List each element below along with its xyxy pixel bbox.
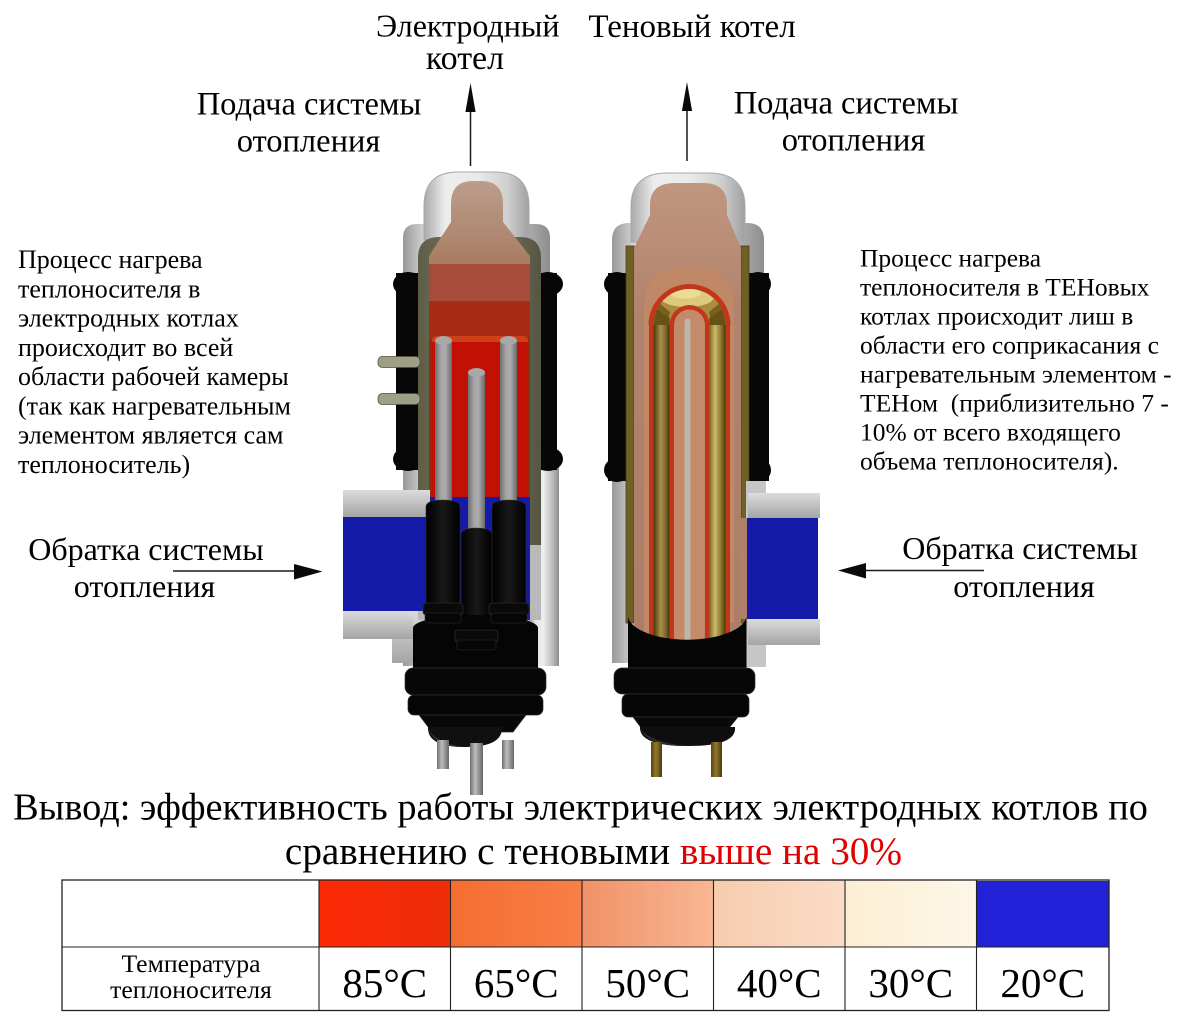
svg-text:40°C: 40°C <box>737 960 822 1006</box>
svg-text:отопления: отопления <box>74 568 216 604</box>
svg-text:теплоноситель): теплоноситель) <box>18 450 190 479</box>
svg-text:теплоносителя: теплоносителя <box>110 975 272 1004</box>
svg-text:85°C: 85°C <box>342 960 427 1006</box>
svg-text:области рабочей камеры: области рабочей камеры <box>18 362 289 391</box>
svg-text:отопления: отопления <box>782 123 926 159</box>
svg-text:элементом является сам: элементом является сам <box>18 421 283 450</box>
svg-text:Вывод: эффективность работы эл: Вывод: эффективность работы электрически… <box>13 787 1148 829</box>
svg-text:Обратка системы: Обратка системы <box>28 531 263 567</box>
svg-text:теплоносителя в ТЕНовых: теплоносителя в ТЕНовых <box>860 273 1150 302</box>
svg-text:Процесс нагрева: Процесс нагрева <box>860 244 1041 273</box>
svg-text:Подача системы: Подача системы <box>734 86 959 122</box>
svg-text:Обратка системы: Обратка системы <box>902 530 1137 566</box>
svg-text:отопления: отопления <box>953 568 1095 604</box>
svg-text:Процесс нагрева: Процесс нагрева <box>18 245 203 274</box>
svg-text:отопления: отопления <box>237 124 381 160</box>
svg-text:электродных котлах: электродных котлах <box>18 304 239 333</box>
svg-text:нагревательным элементом -: нагревательным элементом - <box>860 360 1172 389</box>
svg-text:котлах происходит лиш в: котлах происходит лиш в <box>860 302 1133 331</box>
svg-text:20°C: 20°C <box>1000 960 1085 1006</box>
svg-text:происходит во всей: происходит во всей <box>18 333 233 362</box>
svg-text:объема теплоносителя).: объема теплоносителя). <box>860 447 1119 476</box>
svg-text:Электродный: Электродный <box>376 8 559 44</box>
svg-text:области его соприкасания с: области его соприкасания с <box>860 331 1159 360</box>
svg-text:котел: котел <box>426 40 504 77</box>
svg-text:Температура: Температура <box>121 949 261 978</box>
svg-text:30°C: 30°C <box>868 960 953 1006</box>
svg-text:10% от всего входящего: 10% от всего входящего <box>860 418 1121 447</box>
svg-text:Подача системы: Подача системы <box>197 87 422 123</box>
svg-text:65°C: 65°C <box>474 960 559 1006</box>
svg-text:ТЕНом (приблизительно 7 -: ТЕНом (приблизительно 7 - <box>860 389 1169 418</box>
svg-text:(так как нагревательным: (так как нагревательным <box>18 391 291 420</box>
svg-text:50°C: 50°C <box>605 960 690 1006</box>
svg-text:сравнению с теновыми выше на 3: сравнению с теновыми выше на 30% <box>285 830 902 873</box>
svg-text:теплоносителя в: теплоносителя в <box>18 274 200 303</box>
svg-text:Теновый котел: Теновый котел <box>588 9 795 45</box>
